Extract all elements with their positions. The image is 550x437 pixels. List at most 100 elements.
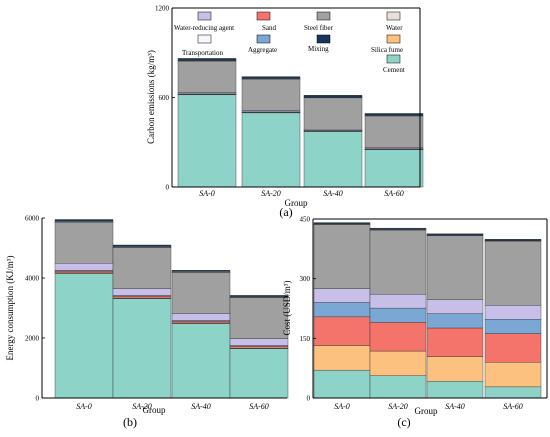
bar-sa-40-water-reducing-agent [426, 299, 484, 314]
bar-sa-60-steel-fiber [484, 241, 542, 306]
bar-sa-60-cement [364, 149, 424, 188]
bar-sa-60-mixing [484, 239, 542, 241]
bar-sa-20-steel-fiber [112, 247, 172, 289]
bar-sa-20-mixing [241, 76, 301, 79]
bar-sa-0-cement [177, 94, 237, 188]
bar-sa-0-mixing [177, 58, 237, 61]
bar-sa-40-sand [171, 321, 231, 324]
legend: Water-reducing agent Sand Steel fiber Wa… [174, 11, 405, 74]
x-tick-label: SA-60 [249, 402, 269, 411]
y-axis-label: Cost (USD/m³) [282, 281, 292, 336]
bar-sa-0-water-reducing-agent [54, 263, 114, 271]
bar-sa-0-water-reducing-agent [313, 288, 371, 303]
legend-swatch-aggregate [256, 34, 271, 44]
x-tick-label: SA-60 [384, 189, 404, 198]
bar-sa-20-steel-fiber [369, 229, 427, 295]
legend-label-transportation: Transportation [182, 49, 223, 57]
bars [313, 222, 542, 399]
bar-sa-40-steel-fiber [426, 235, 484, 300]
x-tick-label: SA-20 [388, 402, 408, 411]
x-tick-label: SA-20 [132, 402, 152, 411]
x-tick-label: SA-0 [76, 402, 92, 411]
y-tick-label: 0 [36, 395, 40, 403]
y-tick-label: 2000 [25, 335, 40, 343]
y-tick-label: 1200 [155, 5, 170, 13]
y-tick-label: 600 [159, 94, 170, 102]
y-tick-label: 6000 [25, 215, 40, 223]
bar-sa-40-mixing [303, 95, 363, 98]
legend-label-sand: Sand [262, 24, 277, 32]
bars [177, 58, 424, 188]
bar-sa-20-mixing [369, 227, 427, 230]
bar-sa-40-water-reducing-agent [171, 313, 231, 321]
bar-sa-20-silica-fume [369, 350, 427, 376]
bar-sa-40-mixing [426, 233, 484, 236]
x-tick-labels: SA-0 SA-20 SA-40 SA-60 [199, 189, 404, 198]
panel-label-a: (a) [279, 205, 292, 219]
bar-sa-40-steel-fiber [171, 272, 231, 314]
x-tick-label: SA-40 [191, 402, 211, 411]
y-tick-label: 150 [300, 335, 311, 343]
bars [54, 219, 289, 399]
bar-sa-40-cement [426, 381, 484, 399]
bar-sa-0-steel-fiber [54, 221, 114, 264]
legend-label-water-reducing: Water-reducing agent [174, 24, 234, 32]
y-ticks: 0 2000 4000 6000 [25, 215, 45, 403]
legend-label-water: Water [386, 24, 403, 32]
bar-sa-60-steel-fiber [229, 297, 289, 339]
legend-label-mixing: Mixing [308, 45, 329, 53]
bar-sa-40-cement [171, 323, 231, 399]
bar-sa-60-steel-fiber [364, 115, 424, 148]
x-tick-label: SA-0 [334, 402, 350, 411]
y-ticks: 0 150 300 450 [300, 216, 316, 403]
legend-label-steel-fiber: Steel fiber [304, 24, 334, 32]
bar-sa-20-steel-fiber [241, 78, 301, 111]
legend-label-aggregate: Aggregate [248, 46, 277, 54]
legend-swatch-transportation [197, 34, 212, 44]
bar-sa-20-cement [241, 112, 301, 188]
bar-sa-20-sand [112, 296, 172, 299]
bar-sa-40-cement [303, 131, 363, 188]
bar-sa-0-aggregate [313, 302, 371, 318]
legend-swatch-water-reducing [197, 11, 212, 21]
bar-sa-0-mixing [313, 222, 371, 224]
x-tick-label: SA-60 [503, 402, 523, 411]
bar-sa-60-mixing [229, 295, 289, 297]
panel-label-c: (c) [397, 415, 410, 429]
chart-c: 0 150 300 450 SA-0 SA-20 SA-40 SA-60 Group Cos… [282, 216, 548, 429]
y-tick-label: 0 [307, 395, 311, 403]
bar-sa-60-sand [484, 333, 542, 363]
bar-sa-20-sand [369, 322, 427, 352]
bar-sa-60-silica-fume [484, 362, 542, 388]
bar-sa-0-sand [313, 316, 371, 346]
x-axis-label: Group [415, 406, 438, 416]
legend-swatch-sand [256, 11, 271, 21]
y-tick-label: 450 [300, 216, 311, 224]
x-tick-label: SA-20 [261, 189, 281, 198]
x-axis-label: Group [285, 198, 308, 208]
bar-sa-20-water-reducing-agent [112, 288, 172, 296]
legend-label-cement: Cement [383, 66, 405, 74]
y-tick-label: 300 [300, 275, 311, 283]
x-tick-label: SA-40 [323, 189, 343, 198]
bar-sa-0-steel-fiber [313, 224, 371, 289]
x-tick-label: SA-40 [445, 402, 465, 411]
bar-sa-0-sand [54, 270, 114, 274]
bar-sa-20-water-reducing-agent [369, 293, 427, 309]
x-axis-label: Group [143, 405, 166, 415]
legend-swatch-water [386, 11, 401, 21]
x-tick-labels: SA-0 SA-20 SA-40 SA-60 [334, 402, 523, 411]
legend-label-silica-fume: Silica fume [371, 46, 403, 54]
x-tick-label: SA-0 [199, 189, 215, 198]
y-ticks: 0 600 1200 [155, 5, 175, 192]
legend-swatch-cement [386, 54, 401, 64]
bar-sa-20-mixing [112, 244, 172, 247]
bar-sa-60-aggregate [484, 319, 542, 334]
legend-swatch-silica-fume [386, 34, 401, 44]
bar-sa-40-mixing [171, 270, 231, 272]
y-axis-label: Energy consumption (KJ/m³) [5, 255, 15, 360]
bar-sa-40-steel-fiber [303, 97, 363, 130]
bar-sa-40-silica-fume [426, 356, 484, 382]
